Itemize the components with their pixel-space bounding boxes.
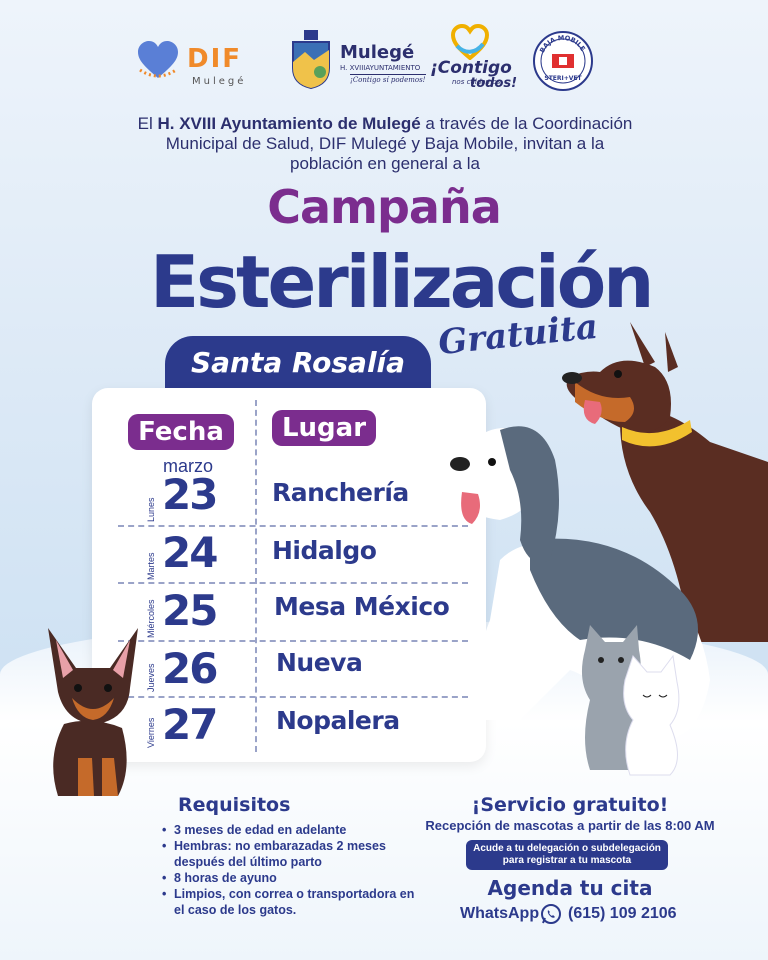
title-campana: Campaña bbox=[267, 180, 502, 234]
baja-mobile-bottom-text: STERI+VET bbox=[544, 75, 582, 82]
day-name: Martes bbox=[146, 552, 156, 580]
day-number: 26 bbox=[162, 644, 218, 693]
whatsapp-icon bbox=[541, 904, 561, 924]
service-box-line: para registrar a tu mascota bbox=[502, 855, 632, 866]
requirements-title: Requisitos bbox=[178, 794, 291, 816]
day-name: Lunes bbox=[146, 497, 156, 522]
location-pill bbox=[165, 336, 431, 392]
intro-text: El H. XVIII Ayuntamiento de Mulegé a tra… bbox=[137, 114, 633, 173]
service-subtitle: Recepción de mascotas a partir de las 8:… bbox=[425, 818, 715, 833]
title-esterilizacion: Esterilización bbox=[150, 240, 654, 324]
doberman-illustration bbox=[562, 322, 768, 642]
phone-number: (615) 109 2106 bbox=[568, 905, 677, 922]
header-lugar: Lugar bbox=[272, 410, 376, 446]
schedule-card bbox=[92, 388, 486, 762]
location-text: Santa Rosalía bbox=[190, 346, 406, 379]
header-fecha: Fecha bbox=[128, 414, 234, 450]
place-name: Nopalera bbox=[276, 706, 400, 735]
day-number: 24 bbox=[162, 528, 218, 577]
contigo-logo-text: ¡Contigo bbox=[430, 58, 512, 78]
table-divider bbox=[255, 400, 257, 752]
dif-logo-sub: Mulegé bbox=[192, 76, 247, 87]
row-divider bbox=[118, 640, 468, 642]
day-number: 23 bbox=[162, 470, 218, 519]
place-name: Nueva bbox=[276, 648, 363, 677]
service-box-line: Acude a tu delegación o subdelegación bbox=[473, 843, 661, 854]
dif-logo-text: DIF bbox=[187, 44, 243, 74]
whatsapp-label: WhatsApp bbox=[460, 905, 540, 922]
mulege-shield-icon bbox=[292, 30, 330, 90]
mulege-logo-sub: H. XVIIIAYUNTAMIENTO bbox=[340, 64, 421, 72]
service-info-box: Acude a tu delegación o subdelegación pa… bbox=[466, 840, 668, 870]
row-divider bbox=[118, 582, 468, 584]
service-title: ¡Servicio gratuito! bbox=[471, 794, 669, 816]
chihuahua-illustration bbox=[48, 628, 138, 796]
cats-illustration bbox=[581, 625, 680, 776]
requirement-item: Limpios, con correa o transportadora en … bbox=[162, 886, 422, 918]
contigo-logo-sub: nos cuidamos bbox=[452, 78, 501, 86]
requirement-item: 8 horas de ayuno bbox=[162, 870, 422, 886]
baja-mobile-logo: BAJA MOBILE STERI+VET bbox=[533, 31, 593, 91]
place-name: Hidalgo bbox=[272, 536, 377, 565]
agenda-title: Agenda tu cita bbox=[487, 876, 653, 900]
dif-heart-icon bbox=[138, 41, 178, 78]
day-number: 25 bbox=[162, 586, 218, 635]
contigo-heart-icon bbox=[451, 24, 489, 60]
day-number: 27 bbox=[162, 700, 218, 749]
requirement-item: 3 meses de edad en adelante bbox=[162, 822, 422, 838]
row-divider bbox=[118, 696, 468, 698]
requirements-list: 3 meses de edad en adelante Hembras: no … bbox=[162, 822, 422, 918]
place-name: Mesa México bbox=[274, 592, 450, 621]
month-label: marzo bbox=[163, 456, 214, 476]
mulege-logo-text: Mulegé bbox=[340, 42, 415, 63]
row-divider bbox=[118, 525, 468, 527]
requirement-item: Hembras: no embarazadas 2 meses después … bbox=[162, 838, 422, 870]
place-name: Ranchería bbox=[272, 478, 409, 507]
contigo-logo-sub2: todos! bbox=[470, 76, 518, 91]
mulege-logo-slogan: ¡Contigo sí podemos! bbox=[350, 74, 426, 84]
